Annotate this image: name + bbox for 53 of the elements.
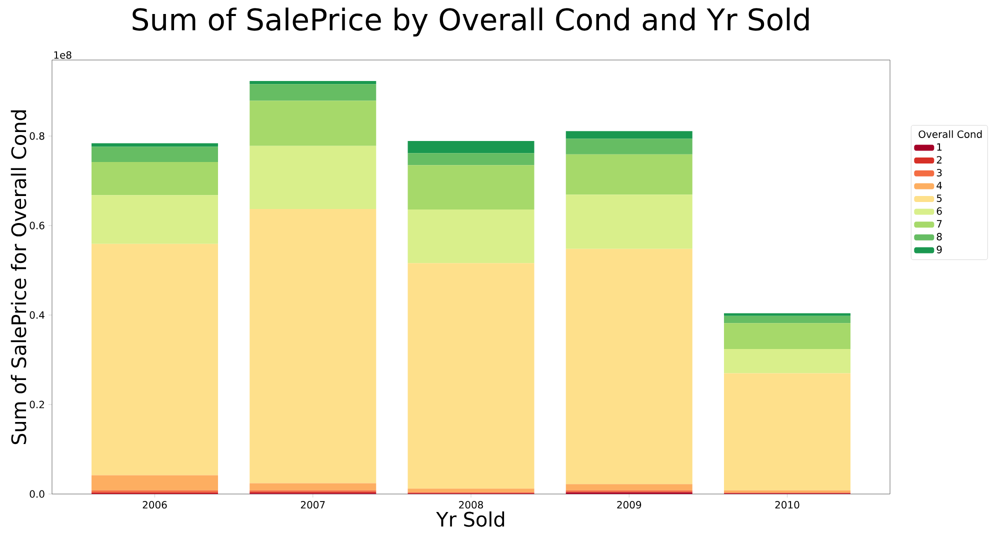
bar xyxy=(724,349,850,374)
bar xyxy=(566,194,692,249)
bar xyxy=(250,84,376,101)
bar xyxy=(408,165,534,210)
bar xyxy=(566,484,692,490)
bar xyxy=(566,138,692,154)
legend-label: 3 xyxy=(936,168,942,176)
bar xyxy=(408,488,534,492)
bar xyxy=(566,154,692,195)
legend-label: 6 xyxy=(936,207,942,215)
bar xyxy=(92,143,218,147)
x-axis-title: Yr Sold xyxy=(436,511,504,527)
bar xyxy=(408,153,534,166)
bar xyxy=(724,313,850,316)
bar xyxy=(250,146,376,209)
x-tick-label: 2009 xyxy=(617,501,642,509)
bar xyxy=(92,146,218,162)
legend-label: 8 xyxy=(936,232,942,240)
legend-label: 4 xyxy=(936,182,942,190)
bar xyxy=(250,100,376,146)
legend-label: 1 xyxy=(937,143,942,151)
legend-label: 7 xyxy=(936,220,942,228)
bar xyxy=(724,316,850,324)
chart-title: Sum of SalePrice by Overall Cond and Yr Sold xyxy=(132,8,809,37)
text: 1e8 xyxy=(54,51,72,59)
bar xyxy=(724,373,850,490)
x-tick-label: 2008 xyxy=(459,501,483,509)
legend-title: Overall Cond xyxy=(918,130,982,138)
x-tick-label: 2007 xyxy=(300,501,325,509)
bar xyxy=(92,244,218,476)
y-axis-title: Sum of SalePrice for Overall Cond xyxy=(10,110,26,444)
y-tick-label: 0.8 xyxy=(30,132,44,140)
bar xyxy=(250,81,376,84)
bar xyxy=(250,483,376,490)
bar xyxy=(566,131,692,139)
y-tick-label: 0.2 xyxy=(30,400,44,408)
x-tick-label: 2006 xyxy=(142,501,167,509)
bar xyxy=(250,208,376,484)
bar xyxy=(408,140,534,154)
bar xyxy=(92,195,218,244)
y-tick-label: 0.4 xyxy=(30,311,44,319)
y-tick-label: 0.6 xyxy=(30,222,44,230)
legend-label: 2 xyxy=(936,156,942,164)
bar xyxy=(408,263,534,489)
legend-label: 9 xyxy=(936,246,942,254)
legend-label: 5 xyxy=(936,194,942,202)
bar xyxy=(92,475,218,490)
bar xyxy=(566,248,692,484)
x-tick-label: 2010 xyxy=(775,501,800,509)
y-tick-label: 0.0 xyxy=(30,490,44,498)
bar xyxy=(92,162,218,196)
bar xyxy=(408,209,534,264)
bar xyxy=(724,323,850,350)
